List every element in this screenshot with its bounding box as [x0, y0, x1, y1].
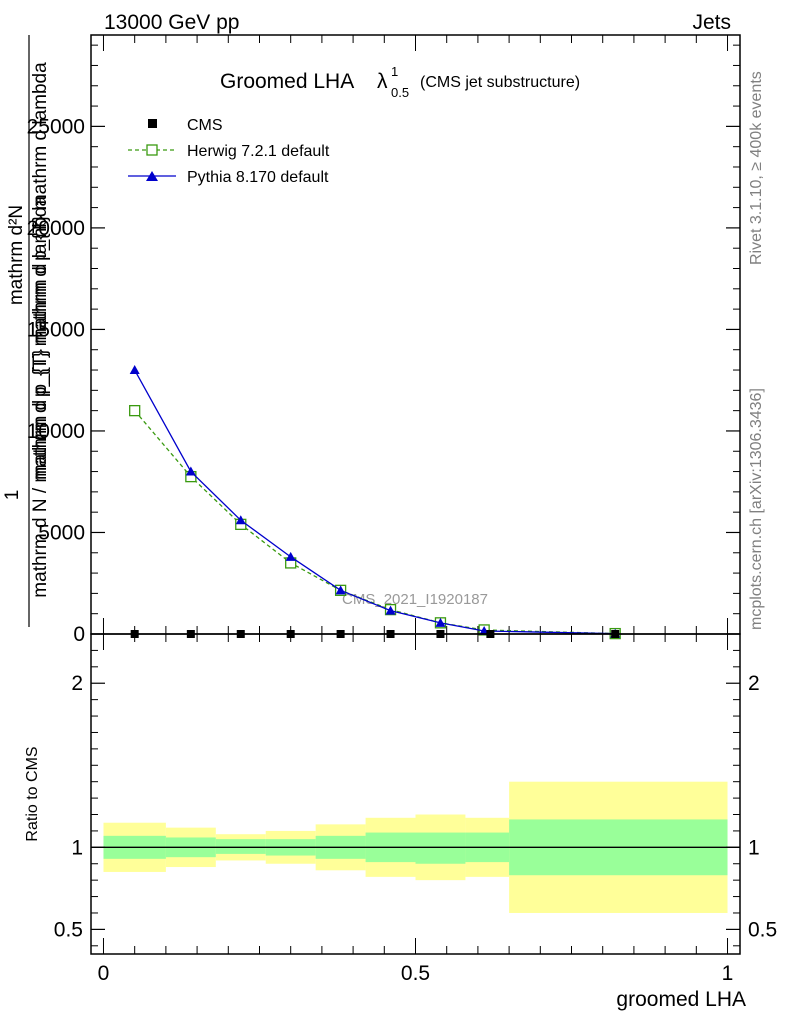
- pythia-point: [385, 605, 396, 615]
- ratio-y-tick-label-right: 2: [748, 672, 760, 695]
- ratio-y-tick-label-left: 1: [71, 836, 83, 859]
- category-label: Jets: [692, 11, 731, 34]
- inner-band-bin: [415, 832, 466, 864]
- legend-cms-marker: [148, 119, 157, 128]
- ratio-frame: [90, 633, 741, 955]
- ratio-y-tick-label-left: 2: [71, 672, 83, 695]
- main-y-tick-label: 20000: [27, 217, 85, 240]
- title-sub: 0.5: [391, 85, 409, 100]
- ylabel-top: mathrm d²N: [6, 205, 27, 305]
- legend-cms-label: CMS: [187, 117, 223, 134]
- legend-herwig-marker: [146, 144, 158, 156]
- main-y-tick-label: 15000: [27, 318, 85, 341]
- ratio-y-tick-label-right: 1: [748, 836, 760, 859]
- ylabel-mid: mathrm d p_{T} mathrm d lambda: [30, 196, 51, 480]
- pythia-point: [285, 551, 296, 561]
- watermark: CMS_2021_I1920187: [342, 591, 488, 608]
- pythia-point: [435, 617, 446, 627]
- plot-title: Groomed LHA λ 1 0.5 (CMS jet substructur…: [220, 64, 580, 100]
- pythia-point: [185, 466, 196, 476]
- title-sup: 1: [391, 64, 398, 79]
- ratio-y-label: Ratio to CMS: [24, 746, 41, 841]
- legend-pythia-marker: [146, 171, 158, 181]
- x-tick-label: 1: [722, 962, 734, 985]
- main-y-ticks: 0 5000 10000 15000 20000 25000: [27, 44, 740, 646]
- x-tick-label: 0.5: [401, 962, 430, 985]
- mcplots-label: mcplots.cern.ch [arXiv:1306.3436]: [748, 388, 765, 630]
- ylabel-denominator: mathrm d N / mathrm d p_{T} mathrm d p_{…: [30, 62, 51, 598]
- herwig-point: [129, 404, 141, 417]
- legend-herwig-label: Herwig 7.2.1 default: [187, 143, 330, 160]
- pythia-series: [129, 365, 621, 638]
- legend-pythia-label: Pythia 8.170 default: [187, 169, 329, 186]
- ylabel-one: 1: [2, 490, 23, 501]
- pythia-point: [235, 515, 246, 525]
- ratio-y-tick-label-right: 0.5: [748, 918, 777, 941]
- pythia-point: [335, 585, 346, 595]
- ratio-y-ticks: 0.5 0.5 1 1 2 2: [54, 649, 777, 947]
- main-plot: 0 5000 10000 15000 20000 25000 CMS_2021_I1920…: [27, 34, 741, 646]
- title-symbol: λ: [377, 70, 388, 93]
- title-main: Groomed LHA: [220, 70, 354, 93]
- main-y-tick-label: 0: [73, 623, 85, 646]
- rivet-label: Rivet 3.1.10, ≥ 400k events: [748, 71, 765, 265]
- ratio-plot: 0.5 0.51 12 2 0 0.5 1: [54, 633, 777, 985]
- pythia-point: [129, 365, 140, 375]
- inner-band-bin: [215, 839, 266, 854]
- x-axis-label: groomed LHA: [616, 988, 746, 1011]
- energy-label: 13000 GeV pp: [104, 11, 239, 34]
- title-suffix: (CMS jet substructure): [420, 74, 580, 91]
- main-y-label: 1 mathrm d²N mathrm d p_{T} mathrm d lam…: [2, 35, 51, 627]
- main-y-tick-label: 25000: [27, 115, 85, 138]
- x-tick-label: 0: [98, 962, 110, 985]
- ratio-x-ticks: 0 0.5 1: [98, 634, 734, 985]
- ratio-y-tick-label-left: 0.5: [54, 918, 83, 941]
- main-y-tick-label: 5000: [38, 521, 85, 544]
- main-y-tick-label: 10000: [27, 420, 85, 443]
- legend: CMS Herwig 7.2.1 default Pythia 8.170 de…: [128, 117, 330, 186]
